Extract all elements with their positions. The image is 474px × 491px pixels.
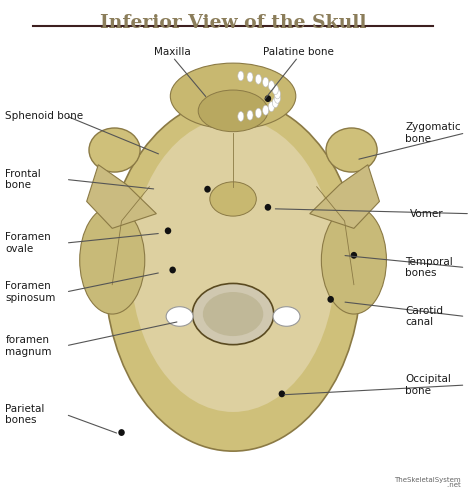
Text: Maxilla: Maxilla <box>154 47 191 57</box>
Ellipse shape <box>273 85 278 95</box>
Ellipse shape <box>238 71 244 81</box>
Circle shape <box>351 252 357 259</box>
Ellipse shape <box>274 89 281 99</box>
Text: Inferior View of the Skull: Inferior View of the Skull <box>100 14 366 32</box>
Ellipse shape <box>192 283 273 345</box>
Text: Palatine bone: Palatine bone <box>263 47 334 57</box>
Ellipse shape <box>274 93 281 103</box>
Text: Vomer: Vomer <box>410 209 443 218</box>
Polygon shape <box>87 164 156 228</box>
Text: Frontal
bone: Frontal bone <box>5 168 41 190</box>
Ellipse shape <box>170 63 296 129</box>
Circle shape <box>118 429 125 436</box>
Ellipse shape <box>263 77 269 87</box>
Ellipse shape <box>131 118 335 412</box>
Text: Sphenoid bone: Sphenoid bone <box>5 111 83 121</box>
Ellipse shape <box>203 292 263 336</box>
Ellipse shape <box>268 81 274 90</box>
Text: Parietal
bones: Parietal bones <box>5 404 45 425</box>
Circle shape <box>204 186 211 192</box>
Circle shape <box>264 95 271 102</box>
Ellipse shape <box>238 111 244 121</box>
Ellipse shape <box>198 90 268 132</box>
Text: foramen
magnum: foramen magnum <box>5 335 52 356</box>
Ellipse shape <box>273 98 278 108</box>
Circle shape <box>169 267 176 273</box>
Text: Foramen
spinosum: Foramen spinosum <box>5 281 56 303</box>
Text: Temporal
bones: Temporal bones <box>405 257 453 278</box>
Ellipse shape <box>268 102 274 111</box>
Ellipse shape <box>255 74 262 84</box>
Ellipse shape <box>263 105 269 115</box>
Text: TheSkeletalSystem
        .net: TheSkeletalSystem .net <box>394 477 461 488</box>
Text: Occipital
bone: Occipital bone <box>405 374 451 396</box>
Ellipse shape <box>89 128 140 172</box>
Ellipse shape <box>326 128 377 172</box>
Polygon shape <box>310 164 380 228</box>
Ellipse shape <box>321 206 386 314</box>
Ellipse shape <box>105 99 361 451</box>
Ellipse shape <box>255 108 262 118</box>
Ellipse shape <box>273 307 300 327</box>
Circle shape <box>165 227 171 234</box>
Ellipse shape <box>80 206 145 314</box>
Text: Zygomatic
bone: Zygomatic bone <box>405 122 461 144</box>
Ellipse shape <box>247 110 253 120</box>
Circle shape <box>328 296 334 303</box>
Text: Carotid
canal: Carotid canal <box>405 306 443 327</box>
Ellipse shape <box>247 72 253 82</box>
Circle shape <box>264 204 271 211</box>
Ellipse shape <box>210 182 256 216</box>
Circle shape <box>279 390 285 397</box>
Text: Foramen
ovale: Foramen ovale <box>5 232 51 254</box>
Ellipse shape <box>166 307 193 327</box>
